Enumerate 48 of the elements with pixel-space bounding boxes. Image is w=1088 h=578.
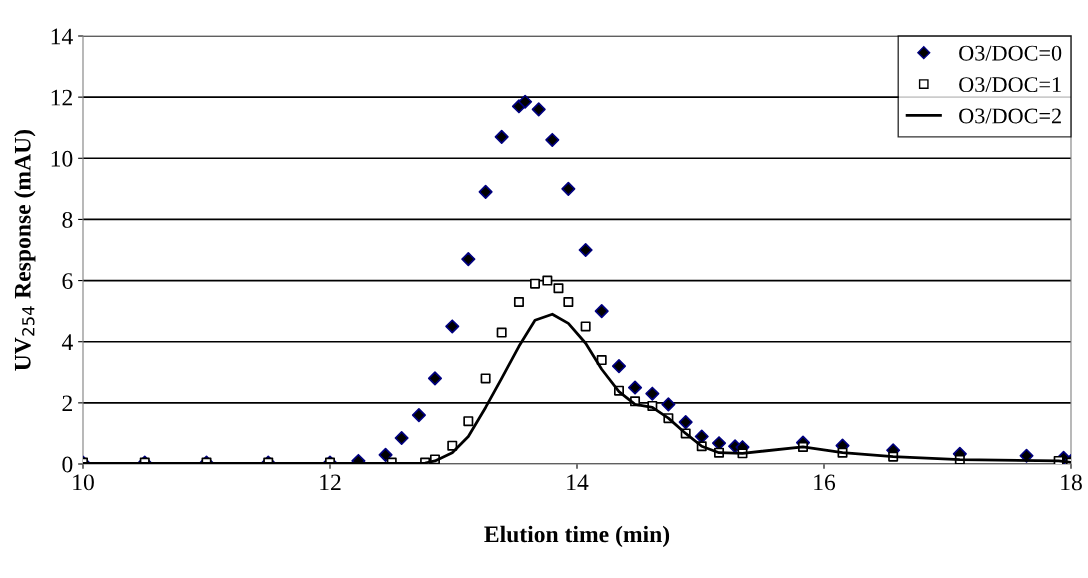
- x-axis-title: Elution time (min): [484, 525, 670, 548]
- point: [578, 242, 593, 258]
- x-tick-label: 12: [320, 474, 341, 491]
- legend-label: O3/DOC=2: [959, 108, 1061, 124]
- x-tick-label: 14: [567, 474, 589, 491]
- y-tick-label: 14: [51, 28, 73, 45]
- point: [678, 415, 693, 430]
- x-tick-label: 16: [814, 474, 836, 491]
- point: [594, 304, 609, 319]
- point: [563, 296, 574, 307]
- point: [530, 278, 541, 289]
- point: [480, 373, 491, 384]
- point: [645, 386, 660, 401]
- point: [627, 380, 643, 395]
- point: [494, 129, 509, 144]
- point: [461, 252, 476, 267]
- point: [531, 102, 546, 117]
- y-tick-label: 12: [51, 89, 72, 106]
- point: [694, 429, 709, 444]
- point: [463, 416, 474, 427]
- y-tick-label: 10: [51, 150, 73, 167]
- y-axis-title: UV$_{254}$ Response (mAU): [14, 130, 36, 371]
- point: [445, 319, 460, 334]
- point: [661, 397, 676, 412]
- point: [1019, 448, 1034, 463]
- point: [542, 275, 553, 286]
- point: [394, 430, 409, 446]
- point: [411, 408, 426, 423]
- y-tick-label: 0: [62, 456, 73, 473]
- point: [545, 132, 560, 147]
- y-tick-label: 6: [62, 273, 73, 289]
- point: [378, 447, 393, 462]
- point: [478, 184, 493, 199]
- y-tick-label: 2: [62, 395, 72, 412]
- point: [518, 94, 533, 109]
- x-tick-label: 10: [73, 474, 94, 491]
- point: [553, 283, 564, 294]
- point: [580, 321, 591, 332]
- legend-label: O3/DOC=1: [959, 77, 1061, 93]
- point: [427, 371, 443, 386]
- y-tick-label: 4: [61, 334, 73, 350]
- point: [611, 359, 627, 374]
- point: [561, 181, 576, 196]
- point: [513, 296, 524, 307]
- point: [496, 327, 507, 338]
- legend-label: O3/DOC=0: [959, 45, 1062, 61]
- x-tick-label: 18: [1061, 474, 1082, 491]
- y-tick-label: 8: [62, 211, 73, 228]
